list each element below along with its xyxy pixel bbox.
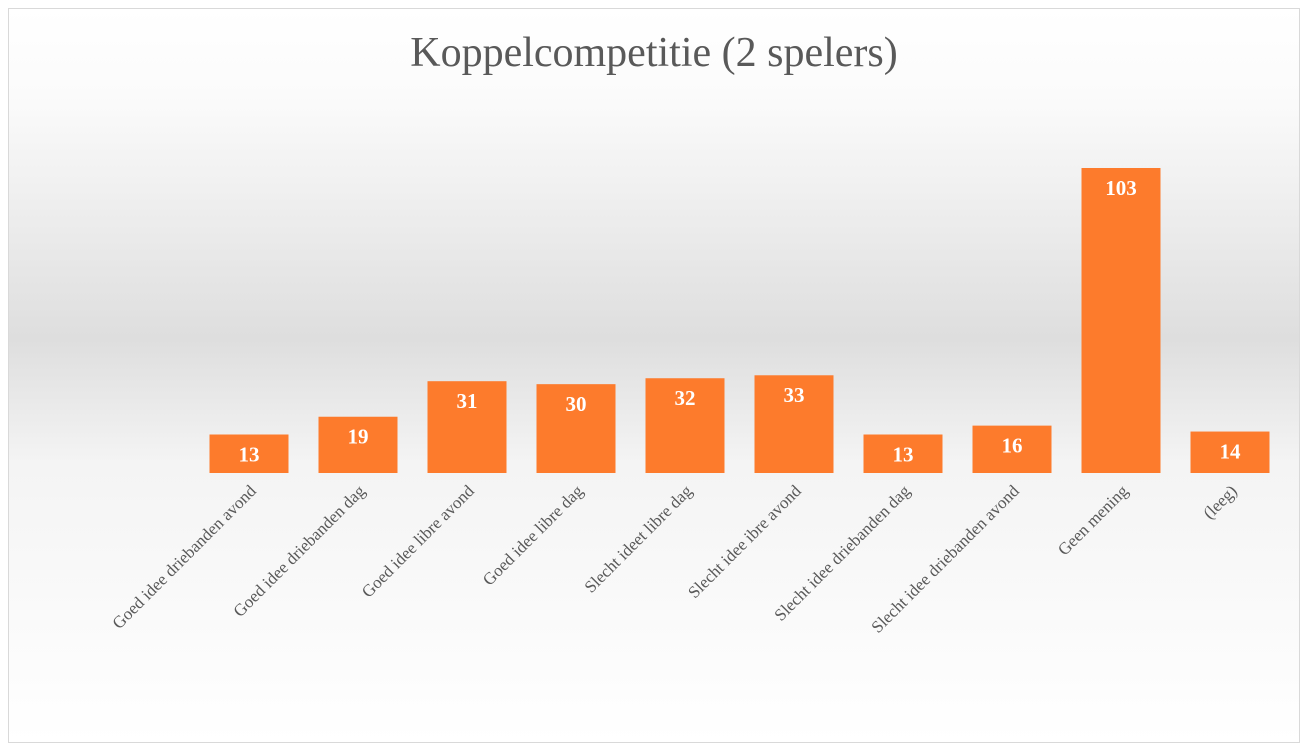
bar (972, 425, 1052, 473)
data-label: 13 (239, 442, 260, 466)
bar (427, 381, 507, 473)
chart-title: Koppelcompetitie (2 spelers) (410, 30, 898, 76)
data-label: 14 (1220, 439, 1242, 463)
bar (645, 378, 725, 473)
bar (209, 434, 289, 473)
bar (536, 384, 616, 473)
bar (863, 434, 943, 473)
bar (318, 416, 398, 473)
bar (1190, 431, 1270, 473)
data-label: 33 (784, 383, 805, 407)
data-label: 31 (457, 389, 478, 413)
data-label: 32 (675, 386, 696, 410)
data-label: 16 (1002, 433, 1023, 457)
bar (754, 375, 834, 473)
data-label: 19 (348, 425, 369, 449)
data-label: 13 (893, 442, 914, 466)
data-label: 103 (1105, 176, 1137, 200)
bar (1081, 168, 1161, 473)
data-label: 30 (566, 392, 587, 416)
